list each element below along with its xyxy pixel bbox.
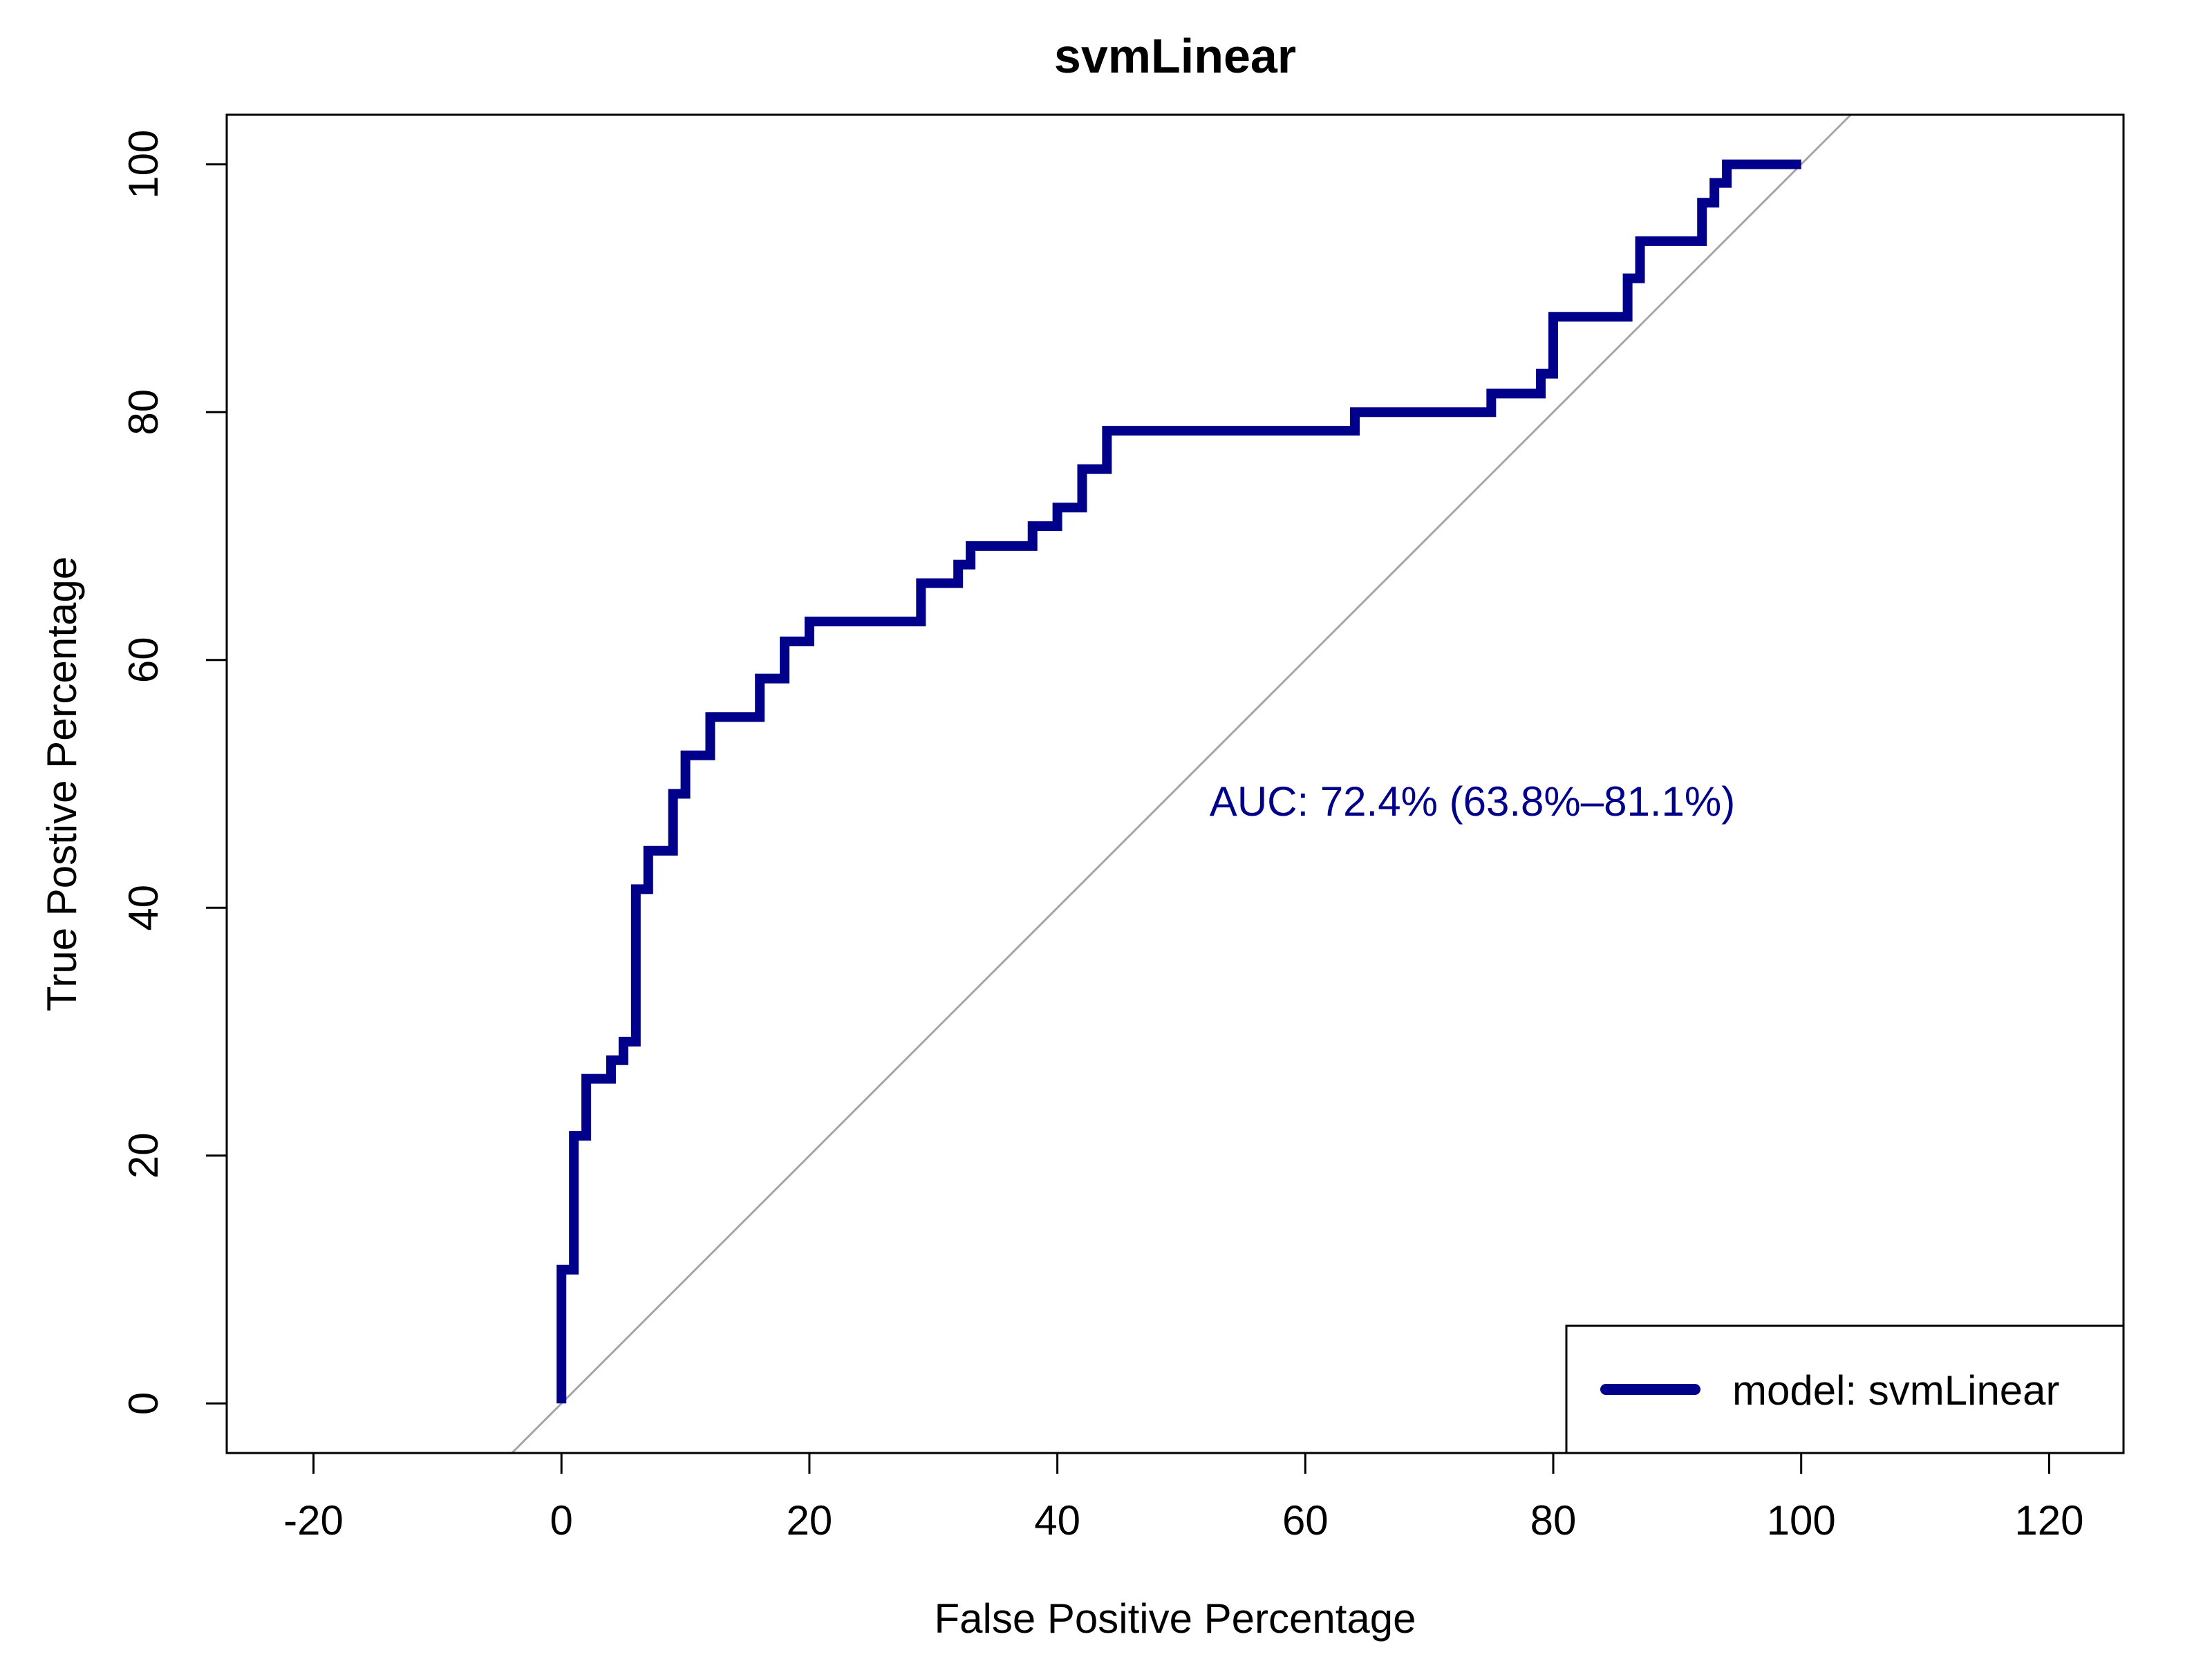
x-tick-label: 20	[787, 1497, 833, 1544]
chance-diagonal-line	[511, 115, 1852, 1453]
y-tick-label: 60	[120, 637, 167, 683]
x-tick-label: -20	[283, 1497, 344, 1544]
legend: model: svmLinear	[1565, 1324, 2125, 1454]
x-tick-label: 120	[2014, 1497, 2083, 1544]
series-layer	[556, 159, 1801, 1404]
y-tick-label: 100	[120, 130, 167, 199]
y-tick-label: 0	[120, 1392, 167, 1415]
x-tick-label: 40	[1034, 1497, 1080, 1544]
y-tick-label: 20	[120, 1132, 167, 1179]
x-tick-label: 60	[1282, 1497, 1329, 1544]
x-axis: -20 0 20 40 60 80 100 120	[283, 1452, 2083, 1544]
legend-box	[1565, 1324, 2125, 1454]
x-tick-label: 100	[1767, 1497, 1836, 1544]
y-tick-label: 80	[120, 389, 167, 435]
y-axis: 0 20 40 60 80 100	[120, 130, 228, 1415]
reference-layer	[511, 115, 1852, 1453]
auc-annotation: AUC: 72.4% (63.8%–81.1%)	[1210, 778, 1735, 825]
y-axis-label: True Postive Percentage	[39, 556, 85, 1011]
x-tick-label: 0	[550, 1497, 573, 1544]
legend-label: model: svmLinear	[1732, 1367, 2060, 1414]
x-axis-label: False Positive Percentage	[934, 1595, 1416, 1642]
chart-title: svmLinear	[1054, 29, 1296, 83]
roc-curve-line	[556, 159, 1801, 1404]
plot-area-border	[225, 113, 2125, 1454]
y-tick-label: 40	[120, 885, 167, 931]
x-tick-label: 80	[1530, 1497, 1577, 1544]
